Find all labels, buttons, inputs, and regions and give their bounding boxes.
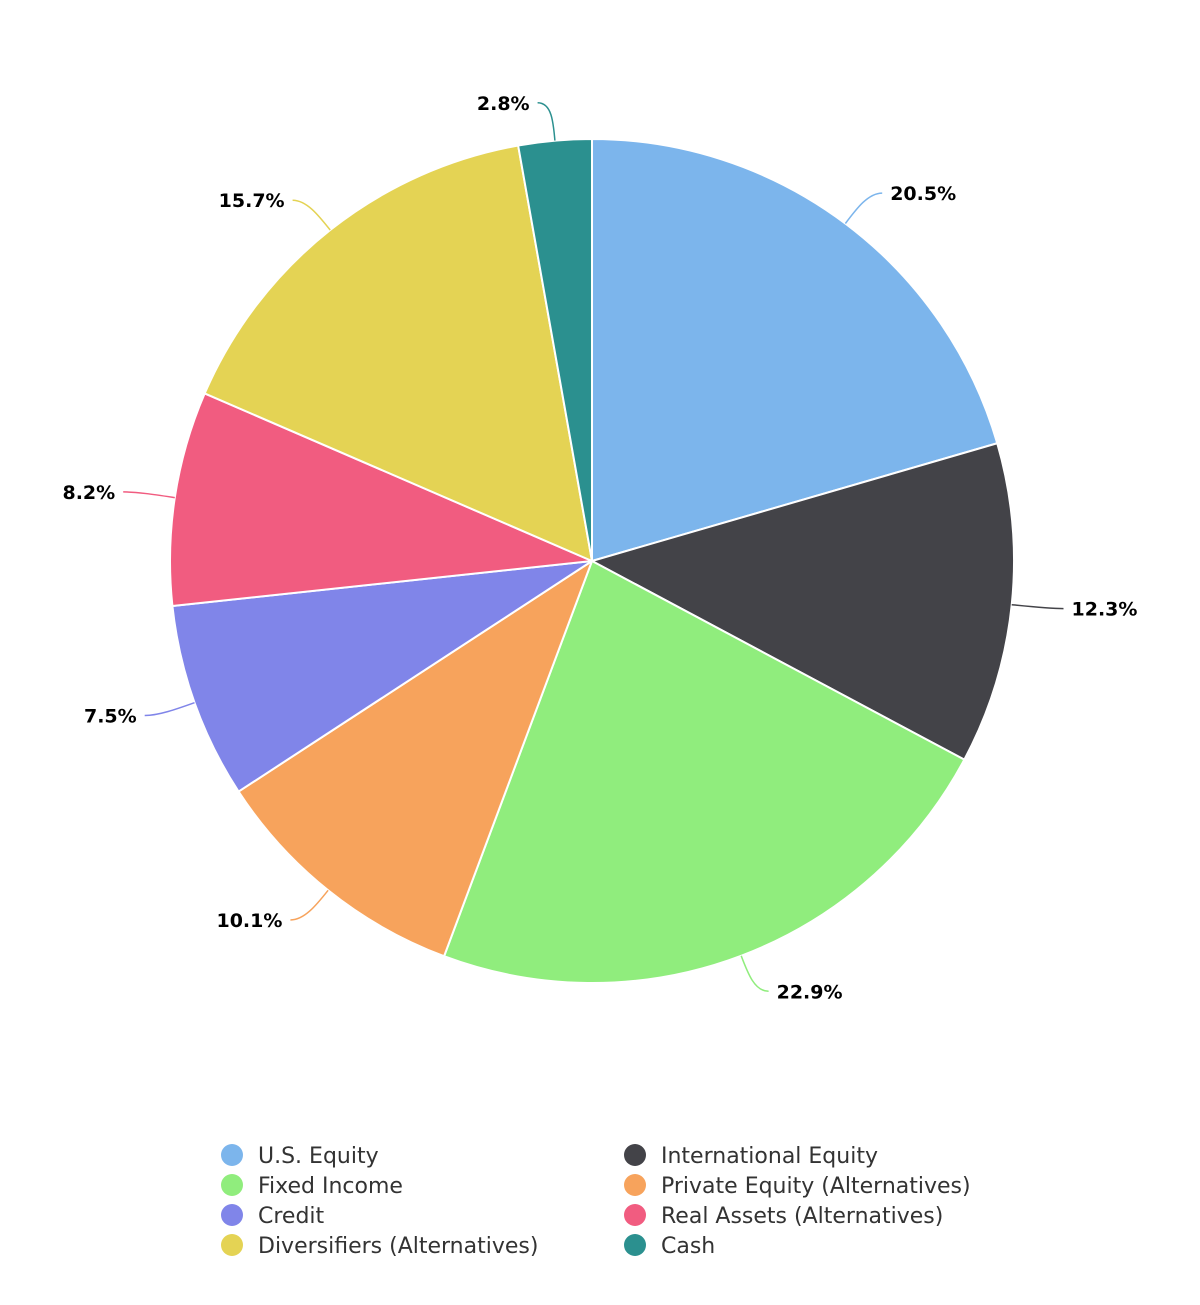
legend-item-u-s-equity[interactable]: U.S. Equity xyxy=(221,1144,379,1169)
connector-real-assets-alternatives xyxy=(123,491,175,499)
legend-item-international-equity[interactable]: International Equity xyxy=(624,1144,878,1169)
legend: U.S. Equity International Equity Fixed Inc… xyxy=(221,1144,971,1259)
legend-marker-real-assets-alternatives xyxy=(624,1204,646,1226)
data-label-international-equity: 12.3% xyxy=(1072,599,1138,621)
connector-fixed-income xyxy=(740,955,769,993)
connector-diversifiers-alternatives xyxy=(292,199,331,231)
legend-label-real-assets-alternatives: Real Assets (Alternatives) xyxy=(661,1204,943,1229)
label-connectors xyxy=(123,102,1064,993)
pie-slice-u-s-equity[interactable] xyxy=(591,138,999,562)
legend-marker-u-s-equity xyxy=(221,1144,243,1166)
pie-slice-real-assets-alternatives[interactable] xyxy=(169,392,593,607)
legend-label-cash: Cash xyxy=(661,1234,715,1259)
legend-item-cash[interactable]: Cash xyxy=(624,1234,715,1259)
legend-label-u-s-equity: U.S. Equity xyxy=(258,1144,379,1169)
connector-private-equity-alternatives xyxy=(290,889,329,921)
legend-marker-diversifiers-alternatives xyxy=(221,1234,243,1256)
legend-marker-international-equity xyxy=(624,1144,646,1166)
connector-u-s-equity xyxy=(844,192,883,224)
legend-item-credit[interactable]: Credit xyxy=(221,1204,325,1229)
pie-slice-credit[interactable] xyxy=(171,560,593,793)
legend-marker-private-equity-alternatives xyxy=(624,1174,646,1196)
legend-item-real-assets-alternatives[interactable]: Real Assets (Alternatives) xyxy=(624,1204,943,1229)
connector-international-equity xyxy=(1011,603,1064,610)
data-label-fixed-income: 22.9% xyxy=(777,981,843,1003)
legend-item-fixed-income[interactable]: Fixed Income xyxy=(221,1174,403,1199)
data-label-cash: 2.8% xyxy=(477,93,530,115)
legend-item-diversifiers-alternatives[interactable]: Diversifiers (Alternatives) xyxy=(221,1234,538,1259)
legend-marker-credit xyxy=(221,1204,243,1226)
connector-cash xyxy=(537,102,556,141)
legend-label-diversifiers-alternatives: Diversifiers (Alternatives) xyxy=(258,1234,538,1259)
connector-credit xyxy=(144,701,195,717)
legend-item-private-equity-alternatives[interactable]: Private Equity (Alternatives) xyxy=(624,1174,971,1199)
data-labels: 20.5% 12.3% 22.9% 10.1% 7.5% 8.2% 15.7% 2.8% xyxy=(62,93,1138,1003)
data-label-private-equity-alternatives: 10.1% xyxy=(216,910,282,932)
pie-slices xyxy=(169,138,1015,984)
legend-marker-fixed-income xyxy=(221,1174,243,1196)
data-label-diversifiers-alternatives: 15.7% xyxy=(219,190,285,212)
legend-label-private-equity-alternatives: Private Equity (Alternatives) xyxy=(661,1174,971,1199)
legend-label-credit: Credit xyxy=(258,1204,325,1229)
data-label-real-assets-alternatives: 8.2% xyxy=(62,482,115,504)
data-label-u-s-equity: 20.5% xyxy=(890,183,956,205)
pie-slice-cash[interactable] xyxy=(517,138,593,562)
pie-slice-diversifiers-alternatives[interactable] xyxy=(203,144,593,562)
pie-slice-fixed-income[interactable] xyxy=(443,560,966,984)
legend-label-international-equity: International Equity xyxy=(661,1144,878,1169)
data-label-credit: 7.5% xyxy=(84,706,137,728)
legend-label-fixed-income: Fixed Income xyxy=(258,1174,403,1199)
legend-marker-cash xyxy=(624,1234,646,1256)
